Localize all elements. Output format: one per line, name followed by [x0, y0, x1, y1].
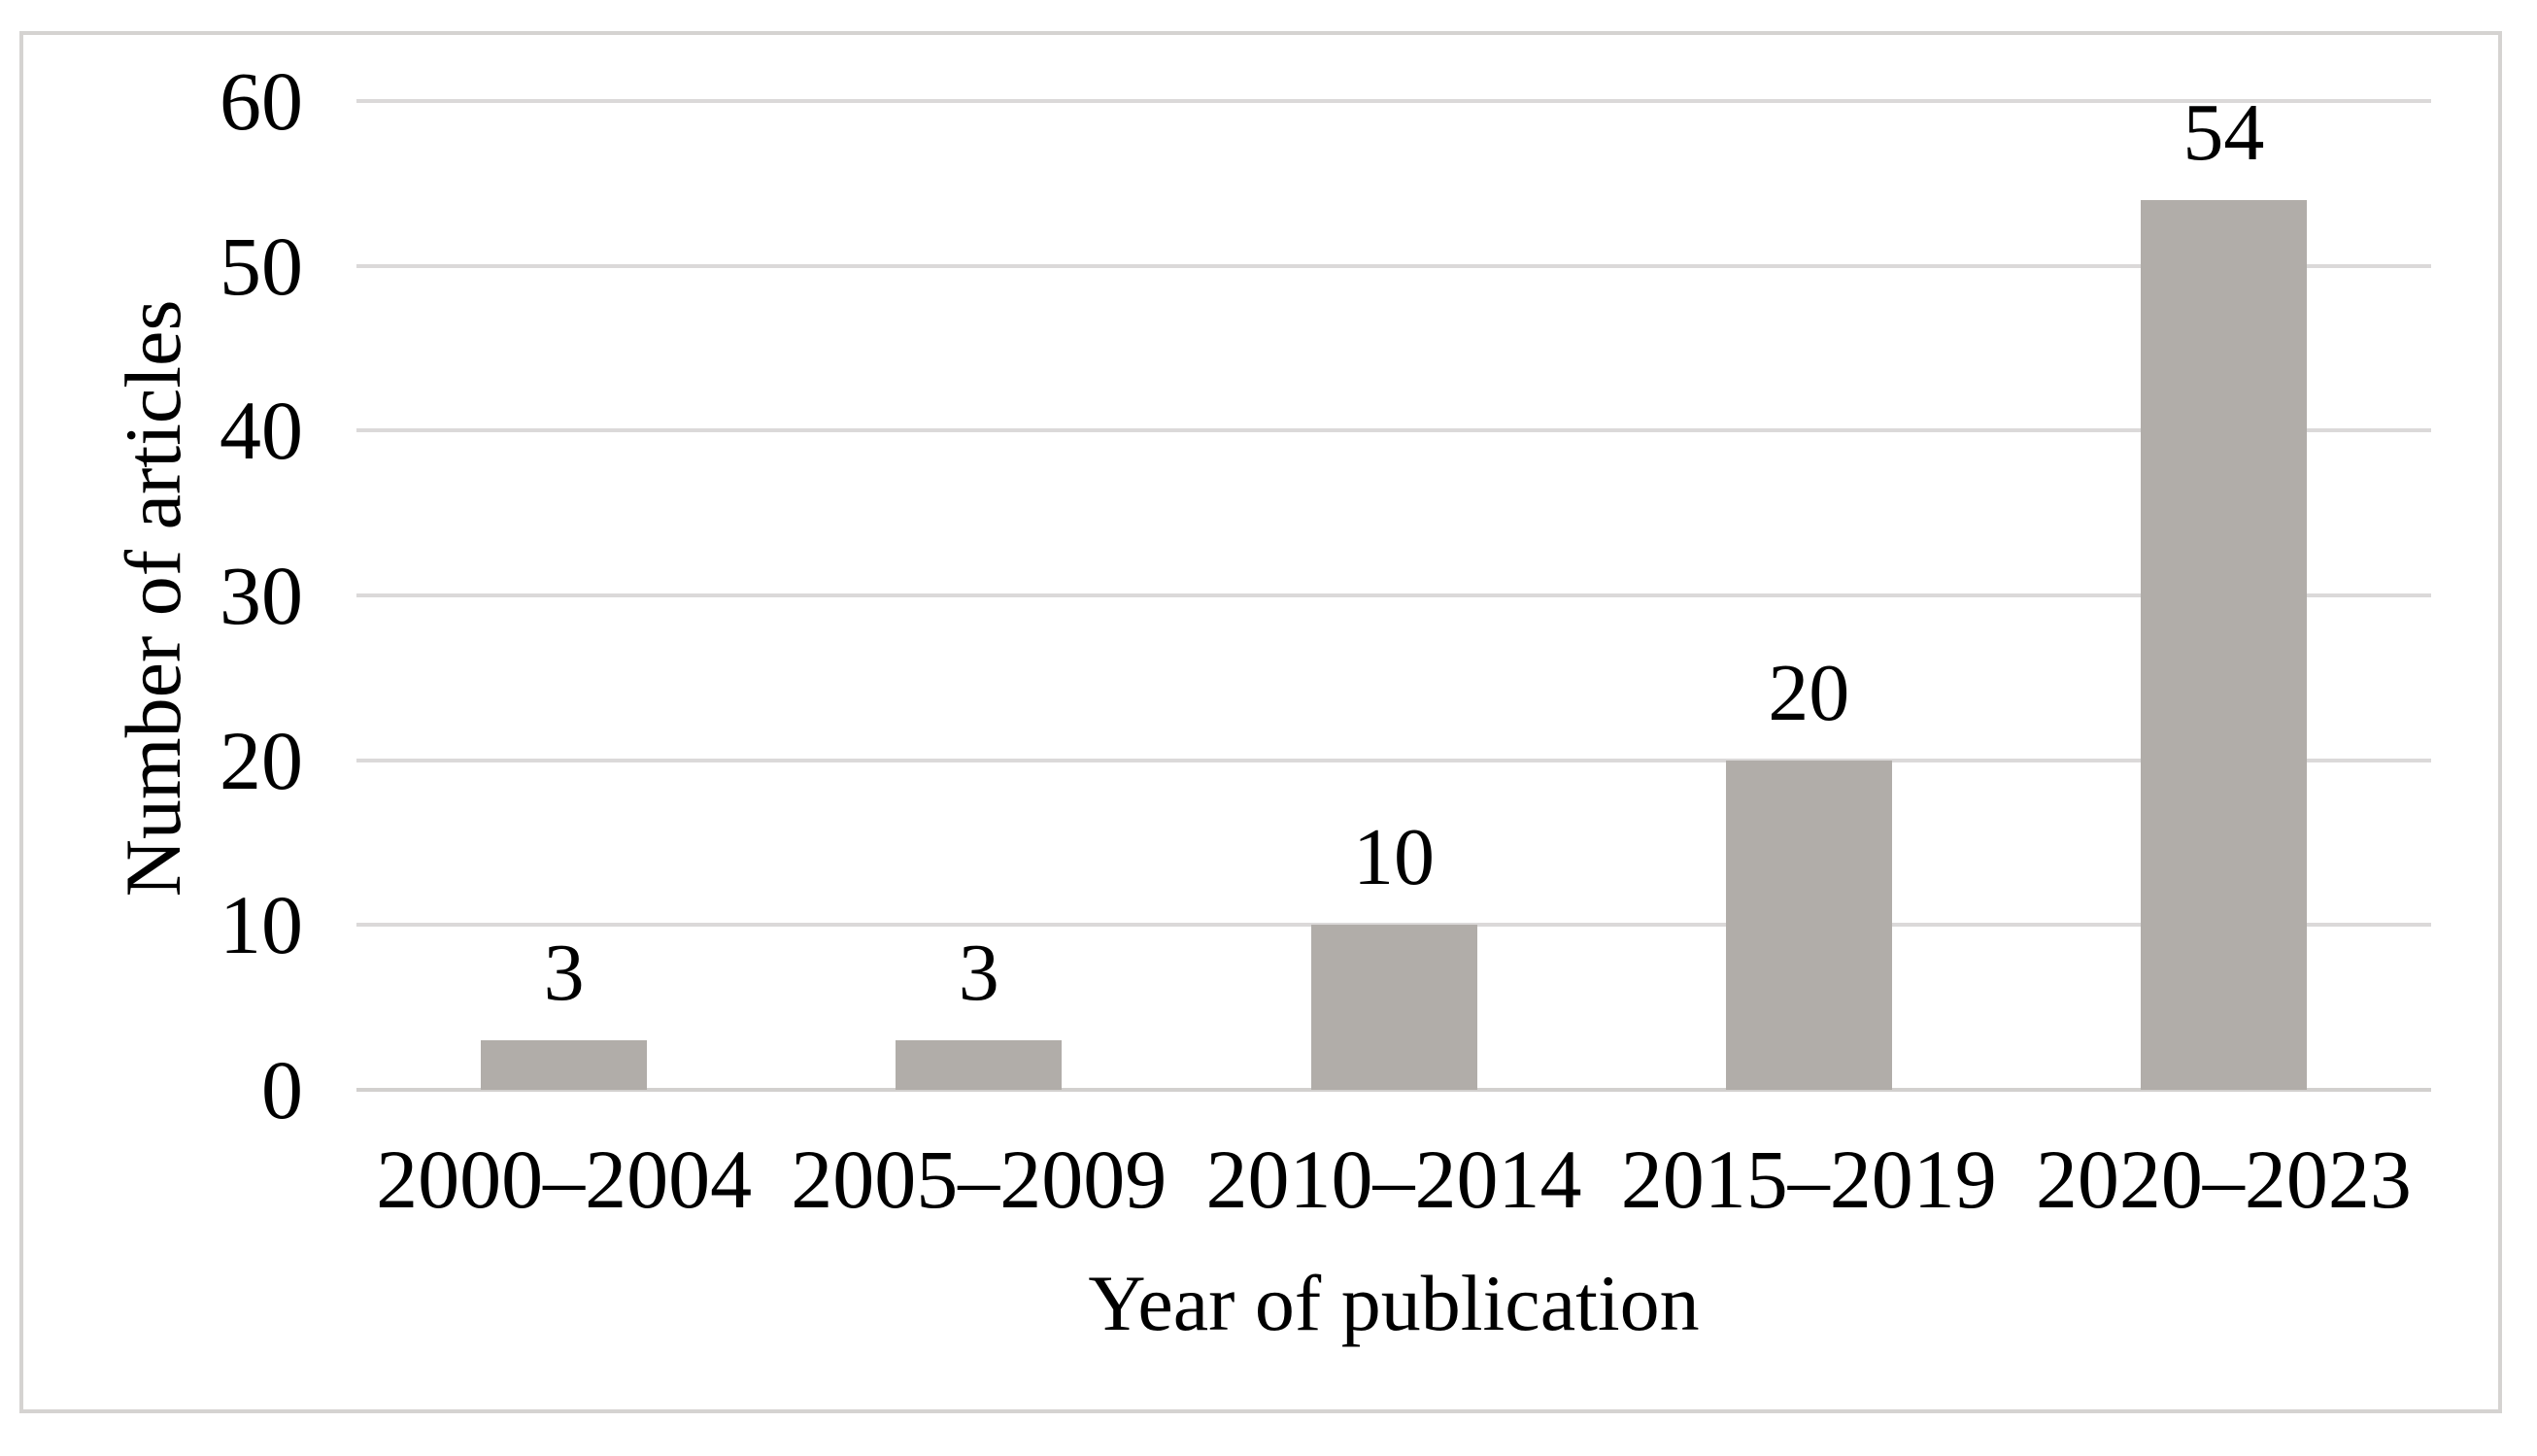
bar — [1310, 925, 1477, 1090]
x-tick-label: 2020–2023 — [2035, 1133, 2412, 1226]
bar-value-label: 3 — [958, 928, 999, 1019]
gridline — [356, 593, 2431, 597]
gridline — [356, 758, 2431, 762]
bar — [1725, 760, 1892, 1090]
bar — [2140, 199, 2307, 1090]
x-tick-label: 2000–2004 — [376, 1133, 753, 1226]
gridline — [356, 428, 2431, 433]
x-tick-label: 2015–2019 — [1620, 1133, 1997, 1226]
bar-value-label: 20 — [1768, 647, 1850, 738]
gridline — [356, 99, 2431, 103]
y-tick-label: 40 — [220, 384, 303, 478]
bar-value-label: 54 — [2182, 86, 2265, 178]
y-tick-label: 0 — [261, 1043, 303, 1136]
x-axis-line — [356, 1088, 2431, 1092]
bar — [896, 1040, 1063, 1090]
x-tick-label: 2005–2009 — [791, 1133, 1167, 1226]
y-tick-label: 50 — [220, 219, 303, 313]
chart-frame — [19, 31, 2502, 1413]
bar-value-label: 10 — [1353, 812, 1435, 903]
gridline — [356, 263, 2431, 268]
bar — [481, 1040, 648, 1090]
y-tick-label: 30 — [220, 549, 303, 642]
x-tick-label: 2010–2014 — [1205, 1133, 1582, 1226]
y-tick-label: 20 — [220, 713, 303, 807]
y-tick-label: 60 — [220, 54, 303, 148]
x-axis-title: Year of publication — [1088, 1259, 1700, 1347]
y-tick-label: 10 — [220, 878, 303, 972]
bar-value-label: 3 — [543, 928, 585, 1019]
